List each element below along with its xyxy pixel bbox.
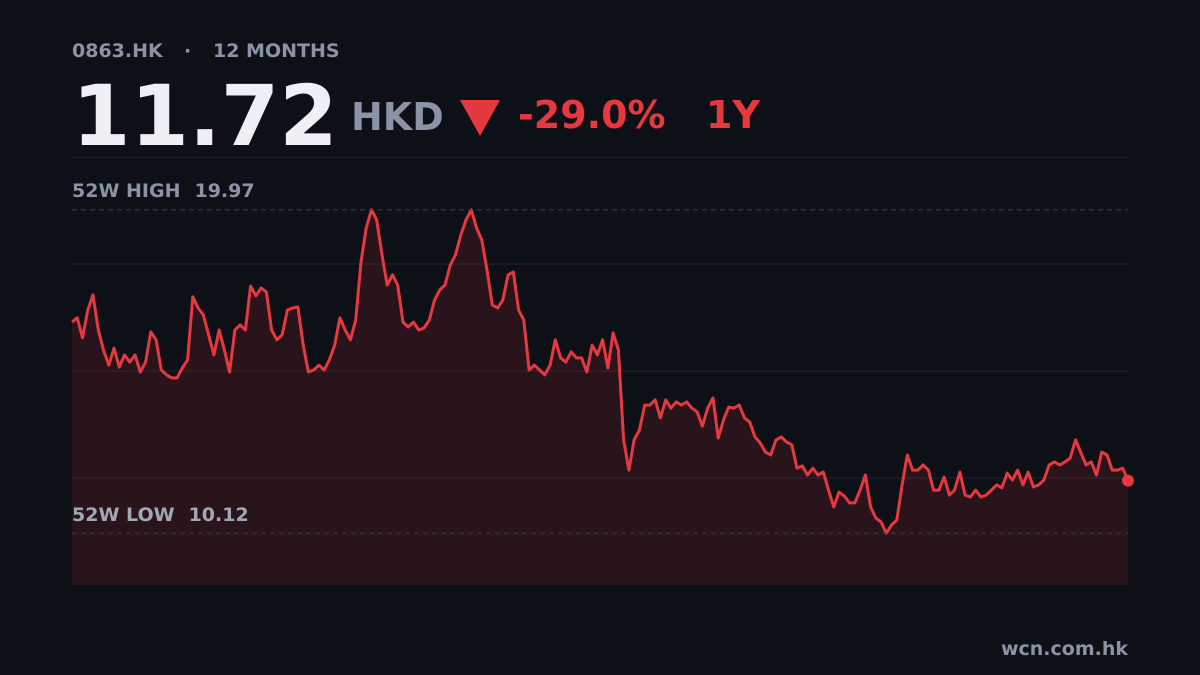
range: 1Y: [706, 93, 760, 137]
currency: HKD: [351, 95, 444, 139]
down-arrow: [460, 100, 500, 136]
low-value: 10.12: [189, 504, 249, 526]
separator: ·: [184, 40, 191, 62]
high-label: 52W HIGH: [72, 180, 180, 202]
change: -29.0%: [518, 93, 666, 137]
high-value: 19.97: [194, 180, 254, 202]
source: wcn.com.hk: [1001, 638, 1128, 660]
price: 11.72: [72, 67, 338, 165]
low-label: 52W LOW: [72, 504, 175, 526]
area: [72, 209, 1128, 586]
last-point: [1122, 474, 1134, 487]
period: 12 MONTHS: [213, 40, 340, 62]
ticker: 0863.HK: [72, 40, 164, 62]
price-line: [71, 208, 1130, 535]
